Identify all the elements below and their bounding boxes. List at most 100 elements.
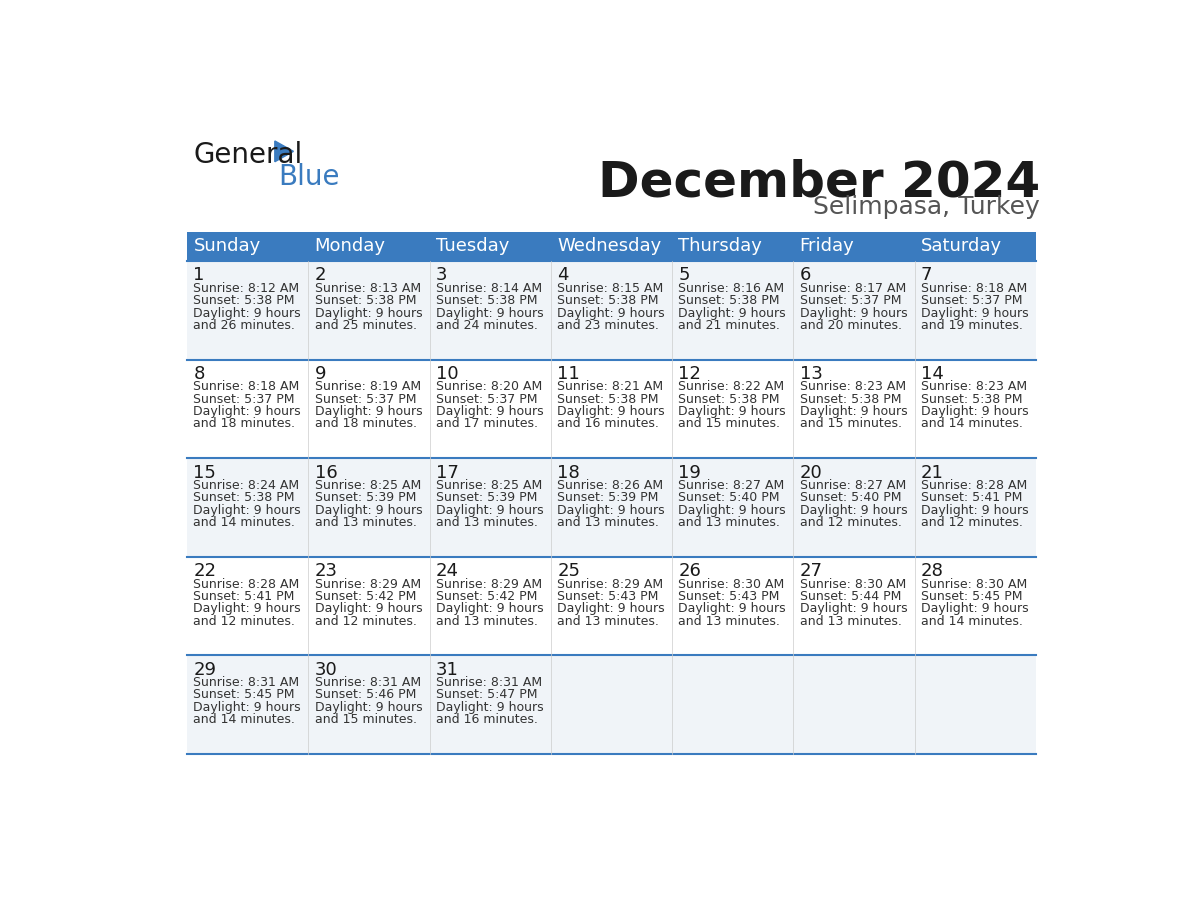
Text: Daylight: 9 hours: Daylight: 9 hours: [194, 700, 301, 714]
Text: Sunset: 5:39 PM: Sunset: 5:39 PM: [315, 491, 416, 504]
Text: and 26 minutes.: and 26 minutes.: [194, 319, 296, 331]
Text: Sunrise: 8:24 AM: Sunrise: 8:24 AM: [194, 479, 299, 492]
Text: Daylight: 9 hours: Daylight: 9 hours: [921, 602, 1029, 615]
Text: Sunrise: 8:20 AM: Sunrise: 8:20 AM: [436, 380, 542, 394]
Text: 31: 31: [436, 661, 459, 678]
Text: Friday: Friday: [800, 238, 854, 255]
Text: Sunrise: 8:29 AM: Sunrise: 8:29 AM: [557, 577, 663, 590]
Text: Daylight: 9 hours: Daylight: 9 hours: [921, 405, 1029, 418]
Text: Daylight: 9 hours: Daylight: 9 hours: [436, 504, 544, 517]
Text: Sunset: 5:37 PM: Sunset: 5:37 PM: [921, 294, 1023, 308]
Text: Sunrise: 8:31 AM: Sunrise: 8:31 AM: [436, 677, 542, 689]
Text: 7: 7: [921, 266, 933, 285]
Text: Daylight: 9 hours: Daylight: 9 hours: [436, 602, 544, 615]
Text: Sunrise: 8:18 AM: Sunrise: 8:18 AM: [921, 282, 1028, 295]
Text: Sunrise: 8:26 AM: Sunrise: 8:26 AM: [557, 479, 663, 492]
Text: and 15 minutes.: and 15 minutes.: [678, 418, 781, 431]
Text: Sunset: 5:39 PM: Sunset: 5:39 PM: [436, 491, 537, 504]
Text: 4: 4: [557, 266, 569, 285]
Text: Daylight: 9 hours: Daylight: 9 hours: [315, 307, 422, 319]
Text: Sunset: 5:38 PM: Sunset: 5:38 PM: [557, 294, 658, 308]
Text: and 13 minutes.: and 13 minutes.: [800, 614, 902, 628]
Text: 30: 30: [315, 661, 337, 678]
Text: and 16 minutes.: and 16 minutes.: [557, 418, 659, 431]
Text: Sunset: 5:38 PM: Sunset: 5:38 PM: [921, 393, 1023, 406]
Text: 16: 16: [315, 464, 337, 482]
Text: and 14 minutes.: and 14 minutes.: [194, 516, 296, 529]
Text: Sunrise: 8:31 AM: Sunrise: 8:31 AM: [194, 677, 299, 689]
Text: and 12 minutes.: and 12 minutes.: [194, 614, 296, 628]
Text: 2: 2: [315, 266, 327, 285]
Text: Daylight: 9 hours: Daylight: 9 hours: [315, 405, 422, 418]
Text: Sunset: 5:44 PM: Sunset: 5:44 PM: [800, 590, 901, 603]
Text: and 15 minutes.: and 15 minutes.: [800, 418, 902, 431]
Text: 28: 28: [921, 562, 943, 580]
Text: Sunset: 5:37 PM: Sunset: 5:37 PM: [194, 393, 295, 406]
Text: Daylight: 9 hours: Daylight: 9 hours: [436, 405, 544, 418]
Text: Daylight: 9 hours: Daylight: 9 hours: [800, 602, 908, 615]
Text: 26: 26: [678, 562, 701, 580]
Text: Sunset: 5:43 PM: Sunset: 5:43 PM: [678, 590, 779, 603]
Text: Daylight: 9 hours: Daylight: 9 hours: [315, 700, 422, 714]
Text: Wednesday: Wednesday: [557, 238, 662, 255]
Text: and 18 minutes.: and 18 minutes.: [194, 418, 296, 431]
Text: Daylight: 9 hours: Daylight: 9 hours: [194, 307, 301, 319]
Text: Daylight: 9 hours: Daylight: 9 hours: [194, 504, 301, 517]
Text: Sunrise: 8:28 AM: Sunrise: 8:28 AM: [921, 479, 1028, 492]
Text: 13: 13: [800, 365, 822, 383]
Text: Daylight: 9 hours: Daylight: 9 hours: [800, 504, 908, 517]
Bar: [188, 458, 1036, 556]
Text: Sunset: 5:42 PM: Sunset: 5:42 PM: [436, 590, 537, 603]
Text: Sunset: 5:37 PM: Sunset: 5:37 PM: [315, 393, 416, 406]
Text: Daylight: 9 hours: Daylight: 9 hours: [557, 307, 665, 319]
Text: Sunset: 5:38 PM: Sunset: 5:38 PM: [678, 294, 779, 308]
Text: 5: 5: [678, 266, 690, 285]
Text: Sunrise: 8:17 AM: Sunrise: 8:17 AM: [800, 282, 906, 295]
Text: Sunrise: 8:30 AM: Sunrise: 8:30 AM: [921, 577, 1028, 590]
Text: Monday: Monday: [315, 238, 386, 255]
Text: and 13 minutes.: and 13 minutes.: [436, 614, 538, 628]
Text: Sunrise: 8:30 AM: Sunrise: 8:30 AM: [678, 577, 784, 590]
Text: Daylight: 9 hours: Daylight: 9 hours: [436, 307, 544, 319]
Text: and 13 minutes.: and 13 minutes.: [678, 614, 781, 628]
Text: Daylight: 9 hours: Daylight: 9 hours: [436, 700, 544, 714]
Text: 14: 14: [921, 365, 943, 383]
Text: Sunrise: 8:13 AM: Sunrise: 8:13 AM: [315, 282, 421, 295]
Text: and 13 minutes.: and 13 minutes.: [678, 516, 781, 529]
Text: 15: 15: [194, 464, 216, 482]
Text: 1: 1: [194, 266, 204, 285]
Text: Sunset: 5:39 PM: Sunset: 5:39 PM: [557, 491, 658, 504]
Text: Sunrise: 8:25 AM: Sunrise: 8:25 AM: [315, 479, 421, 492]
Text: Sunrise: 8:15 AM: Sunrise: 8:15 AM: [557, 282, 663, 295]
Text: Sunrise: 8:12 AM: Sunrise: 8:12 AM: [194, 282, 299, 295]
Text: 25: 25: [557, 562, 580, 580]
Text: and 12 minutes.: and 12 minutes.: [800, 516, 902, 529]
Text: Blue: Blue: [279, 163, 340, 191]
Bar: [188, 556, 1036, 655]
Text: Tuesday: Tuesday: [436, 238, 510, 255]
Text: 22: 22: [194, 562, 216, 580]
Text: and 13 minutes.: and 13 minutes.: [436, 516, 538, 529]
Text: Daylight: 9 hours: Daylight: 9 hours: [194, 602, 301, 615]
Text: Sunrise: 8:23 AM: Sunrise: 8:23 AM: [800, 380, 905, 394]
Text: Thursday: Thursday: [678, 238, 763, 255]
Text: Sunset: 5:43 PM: Sunset: 5:43 PM: [557, 590, 658, 603]
Text: Daylight: 9 hours: Daylight: 9 hours: [678, 504, 786, 517]
Text: and 12 minutes.: and 12 minutes.: [315, 614, 417, 628]
Text: and 14 minutes.: and 14 minutes.: [194, 713, 296, 726]
Text: and 16 minutes.: and 16 minutes.: [436, 713, 538, 726]
Text: 29: 29: [194, 661, 216, 678]
Text: Daylight: 9 hours: Daylight: 9 hours: [921, 504, 1029, 517]
Text: Sunrise: 8:27 AM: Sunrise: 8:27 AM: [678, 479, 784, 492]
Text: and 18 minutes.: and 18 minutes.: [315, 418, 417, 431]
Text: December 2024: December 2024: [598, 159, 1040, 207]
Text: 27: 27: [800, 562, 822, 580]
Text: and 14 minutes.: and 14 minutes.: [921, 418, 1023, 431]
Text: Sunrise: 8:29 AM: Sunrise: 8:29 AM: [315, 577, 421, 590]
Text: Sunset: 5:38 PM: Sunset: 5:38 PM: [800, 393, 902, 406]
Text: and 15 minutes.: and 15 minutes.: [315, 713, 417, 726]
Bar: [188, 655, 1036, 754]
Text: 19: 19: [678, 464, 701, 482]
Text: Daylight: 9 hours: Daylight: 9 hours: [921, 307, 1029, 319]
Text: 21: 21: [921, 464, 943, 482]
